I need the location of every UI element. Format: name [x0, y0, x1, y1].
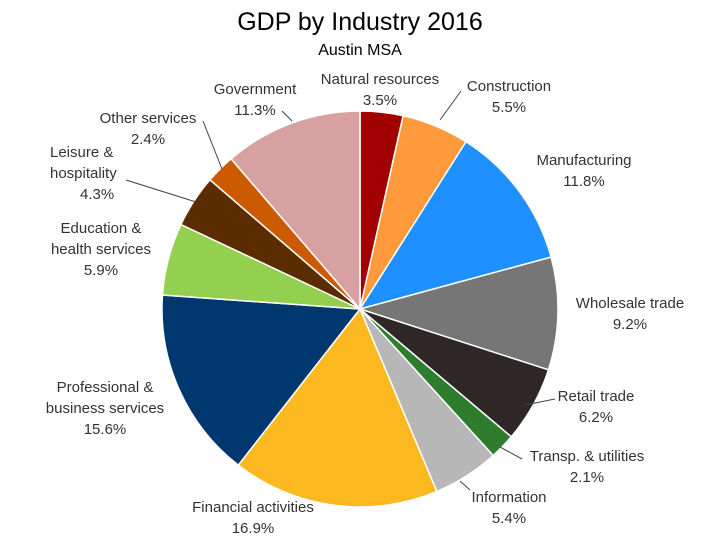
chart-subtitle: Austin MSA	[318, 42, 402, 59]
slice-label: Government 11.3%	[214, 81, 297, 119]
slice-value-label: 6.2%	[579, 409, 613, 426]
slice-label: Retail trade 6.2%	[558, 388, 635, 426]
slice-value-label: 2.4%	[131, 131, 165, 148]
slice-label: Information 5.4%	[471, 489, 546, 527]
pie-slice-manufacturing	[358, 140, 552, 311]
slice-label: Other services 2.4%	[100, 110, 197, 148]
slice-value-label: 11.8%	[563, 173, 604, 190]
slice-label: Leisure & hospitality 4.3%	[50, 144, 117, 203]
slice-label: Professional & business services 15.6%	[46, 379, 164, 438]
slice-value-label: 4.3%	[80, 186, 114, 203]
slice-value-label: 9.2%	[613, 316, 647, 333]
leader-line	[202, 120, 223, 170]
slice-label: Financial activities 16.9%	[192, 499, 314, 537]
leader-line	[524, 398, 556, 406]
slice-value-label: 3.5%	[363, 92, 397, 109]
leader-line	[459, 480, 471, 491]
pie-slice-financial-activities	[237, 307, 438, 508]
slice-label: Wholesale trade 9.2%	[576, 295, 684, 333]
slice-value-label: 5.4%	[492, 510, 526, 527]
slice-value-label: 5.5%	[492, 99, 526, 116]
chart-title: GDP by Industry 2016	[237, 8, 483, 36]
leader-lines	[125, 90, 556, 491]
leader-line	[499, 446, 523, 460]
pie-slice-professional-business-services	[161, 294, 362, 467]
slice-value-label: 11.3%	[234, 102, 275, 119]
pie-slices	[161, 110, 559, 508]
pie-slice-government	[229, 110, 361, 312]
slice-value-label: 15.6%	[84, 421, 127, 438]
leader-line	[125, 179, 197, 203]
slice-label: Natural resources 3.5%	[321, 71, 439, 109]
pie-slice-wholesale-trade	[357, 256, 559, 371]
leader-line	[281, 110, 293, 122]
slice-label: Manufacturing 11.8%	[536, 152, 631, 190]
slice-label: Construction 5.5%	[467, 78, 551, 116]
leader-line	[439, 90, 462, 121]
slice-value-label: 5.9%	[84, 262, 118, 279]
slice-label: Education & health services 5.9%	[51, 220, 151, 279]
slice-value-label: 16.9%	[232, 520, 275, 537]
slice-labels: Natural resources 3.5% Construction 5.5% Man…	[46, 71, 684, 537]
slice-value-label: 2.1%	[570, 469, 604, 486]
slice-label: Transp. & utilities 2.1%	[530, 448, 645, 486]
